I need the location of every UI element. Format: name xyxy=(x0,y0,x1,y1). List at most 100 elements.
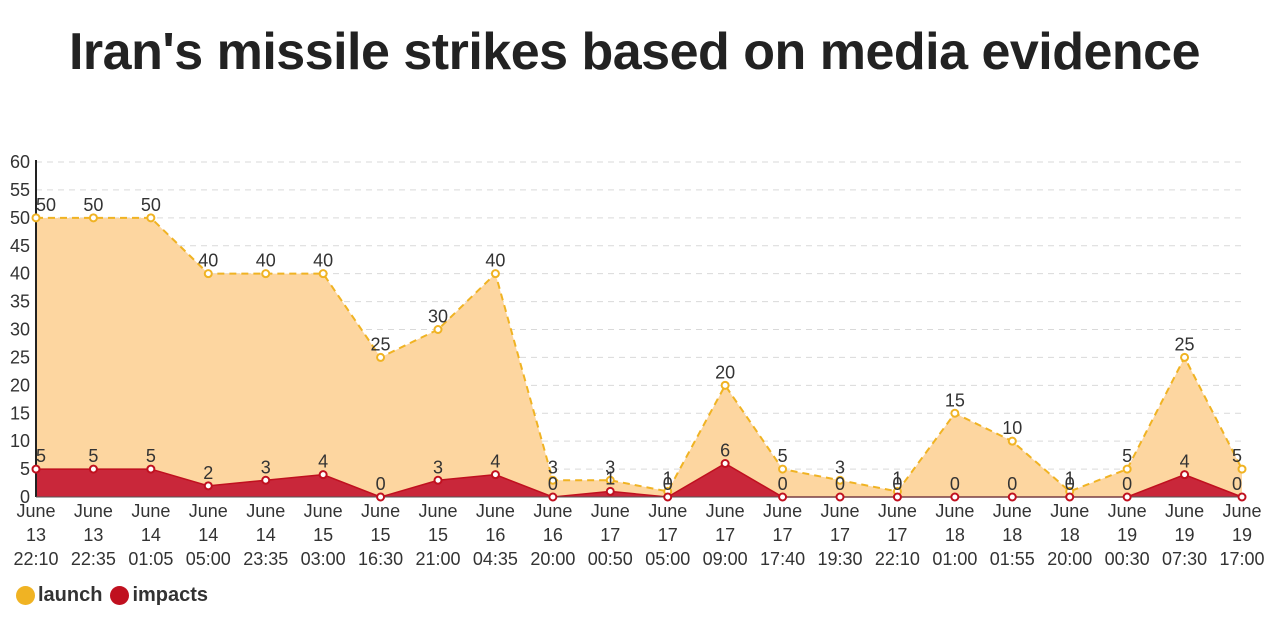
point-impacts-14 xyxy=(835,492,845,502)
x-tick-label-4-0: June xyxy=(246,501,285,521)
y-tick-label-0: 0 xyxy=(20,487,30,507)
x-tick-label-7-2: 21:00 xyxy=(415,549,460,569)
point-launch-13 xyxy=(778,464,788,474)
point-impacts-16 xyxy=(950,492,960,502)
x-tick-label-1-0: June xyxy=(74,501,113,521)
x-tick-label-16-2: 01:00 xyxy=(932,549,977,569)
x-tick-label-12-2: 09:00 xyxy=(703,549,748,569)
y-tick-label-40: 40 xyxy=(10,264,30,284)
x-tick-label-15-0: June xyxy=(878,501,917,521)
data-label-launch-6: 25 xyxy=(371,334,391,354)
y-tick-label-15: 15 xyxy=(10,403,30,423)
data-label-impacts-8: 4 xyxy=(490,452,500,472)
legend-item-impacts[interactable]: impacts xyxy=(110,584,208,607)
area-launch xyxy=(36,217,1242,498)
point-launch-17 xyxy=(1007,436,1017,446)
point-launch-19 xyxy=(1122,464,1132,474)
x-tick-label-11-0: June xyxy=(648,501,687,521)
x-tick-label-13-0: June xyxy=(763,501,802,521)
data-label-launch-1: 50 xyxy=(83,195,103,215)
data-label-launch-16: 15 xyxy=(945,390,965,410)
x-tick-label-13-1: 17 xyxy=(773,525,793,545)
point-launch-5 xyxy=(318,269,328,279)
x-tick-label-17-1: 18 xyxy=(1002,525,1022,545)
data-label-impacts-20: 4 xyxy=(1180,452,1190,472)
chart-title: Iran's missile strikes based on media ev… xyxy=(68,23,1201,81)
point-launch-10 xyxy=(605,475,615,485)
point-impacts-11 xyxy=(663,492,673,502)
data-label-impacts-4: 3 xyxy=(261,457,271,477)
data-label-launch-8: 40 xyxy=(485,251,505,271)
point-impacts-6 xyxy=(376,492,386,502)
data-label-impacts-0: 5 xyxy=(36,446,46,466)
point-launch-4 xyxy=(261,269,271,279)
data-label-launch-12: 20 xyxy=(715,362,735,382)
y-tick-label-35: 35 xyxy=(10,292,30,312)
point-launch-7 xyxy=(433,325,443,334)
point-launch-20 xyxy=(1180,352,1190,362)
x-tick-label-14-2: 19:30 xyxy=(817,549,862,569)
x-tick-label-21-1: 19 xyxy=(1232,525,1252,545)
x-tick-label-4-2: 23:35 xyxy=(243,549,288,569)
data-label-impacts-7: 3 xyxy=(433,457,443,477)
point-impacts-0 xyxy=(31,464,41,474)
data-label-launch-17: 10 xyxy=(1002,418,1022,438)
legend: launch impacts xyxy=(16,584,216,607)
legend-swatch-launch xyxy=(16,586,35,605)
point-launch-8 xyxy=(490,269,500,279)
x-tick-label-18-1: 18 xyxy=(1060,525,1080,545)
x-tick-label-0-2: 22:10 xyxy=(13,549,58,569)
y-tick-label-30: 30 xyxy=(10,320,30,340)
y-tick-label-10: 10 xyxy=(10,431,30,451)
data-label-impacts-16: 0 xyxy=(950,474,960,494)
legend-label-launch: launch xyxy=(38,584,103,606)
x-tick-label-12-0: June xyxy=(706,501,745,521)
x-tick-label-3-1: 14 xyxy=(198,525,218,545)
data-label-launch-11: 1 xyxy=(663,468,673,488)
point-impacts-18 xyxy=(1065,492,1075,502)
data-label-impacts-6: 0 xyxy=(376,474,386,494)
x-tick-label-7-0: June xyxy=(418,501,457,521)
x-tick-label-13-2: 17:40 xyxy=(760,549,805,569)
data-label-impacts-18: 0 xyxy=(1065,474,1075,494)
point-impacts-17 xyxy=(1007,492,1017,502)
data-label-impacts-15: 0 xyxy=(892,474,902,494)
data-label-launch-9: 3 xyxy=(548,457,558,477)
x-tick-label-11-1: 17 xyxy=(658,525,678,545)
y-tick-label-20: 20 xyxy=(10,375,30,395)
point-impacts-10 xyxy=(605,486,615,496)
legend-item-launch[interactable]: launch xyxy=(16,584,102,607)
point-impacts-2 xyxy=(146,464,156,474)
data-label-impacts-17: 0 xyxy=(1007,474,1017,494)
y-tick-label-55: 55 xyxy=(10,180,30,200)
point-impacts-9 xyxy=(548,492,558,502)
x-tick-label-2-1: 14 xyxy=(141,525,161,545)
y-tick-label-45: 45 xyxy=(10,236,30,256)
x-tick-label-11-2: 05:00 xyxy=(645,549,690,569)
x-tick-label-10-2: 00:50 xyxy=(588,549,633,569)
data-label-launch-3: 40 xyxy=(198,251,218,271)
x-tick-label-15-2: 22:10 xyxy=(875,549,920,569)
x-tick-label-6-1: 15 xyxy=(371,525,391,545)
data-label-impacts-13: 0 xyxy=(778,474,788,494)
x-tick-label-0-1: 13 xyxy=(26,525,46,545)
data-label-launch-5: 40 xyxy=(313,251,333,271)
data-label-launch-18: 1 xyxy=(1065,468,1075,488)
data-label-impacts-11: 0 xyxy=(663,474,673,494)
x-tick-label-21-0: June xyxy=(1222,501,1261,521)
point-impacts-21 xyxy=(1237,492,1247,502)
x-tick-label-2-2: 01:05 xyxy=(128,549,173,569)
point-impacts-4 xyxy=(261,475,271,485)
x-tick-label-20-2: 07:30 xyxy=(1162,549,1207,569)
data-label-launch-4: 40 xyxy=(256,251,276,271)
data-label-impacts-2: 5 xyxy=(146,446,156,466)
data-label-impacts-1: 5 xyxy=(88,446,98,466)
data-label-impacts-3: 2 xyxy=(203,463,213,483)
point-impacts-5 xyxy=(318,470,328,480)
x-tick-label-8-0: June xyxy=(476,501,515,521)
point-launch-1 xyxy=(88,213,98,223)
x-tick-label-8-2: 04:35 xyxy=(473,549,518,569)
x-tick-label-21-2: 17:00 xyxy=(1219,549,1264,569)
point-impacts-1 xyxy=(88,464,98,474)
data-label-launch-14: 3 xyxy=(835,457,845,477)
